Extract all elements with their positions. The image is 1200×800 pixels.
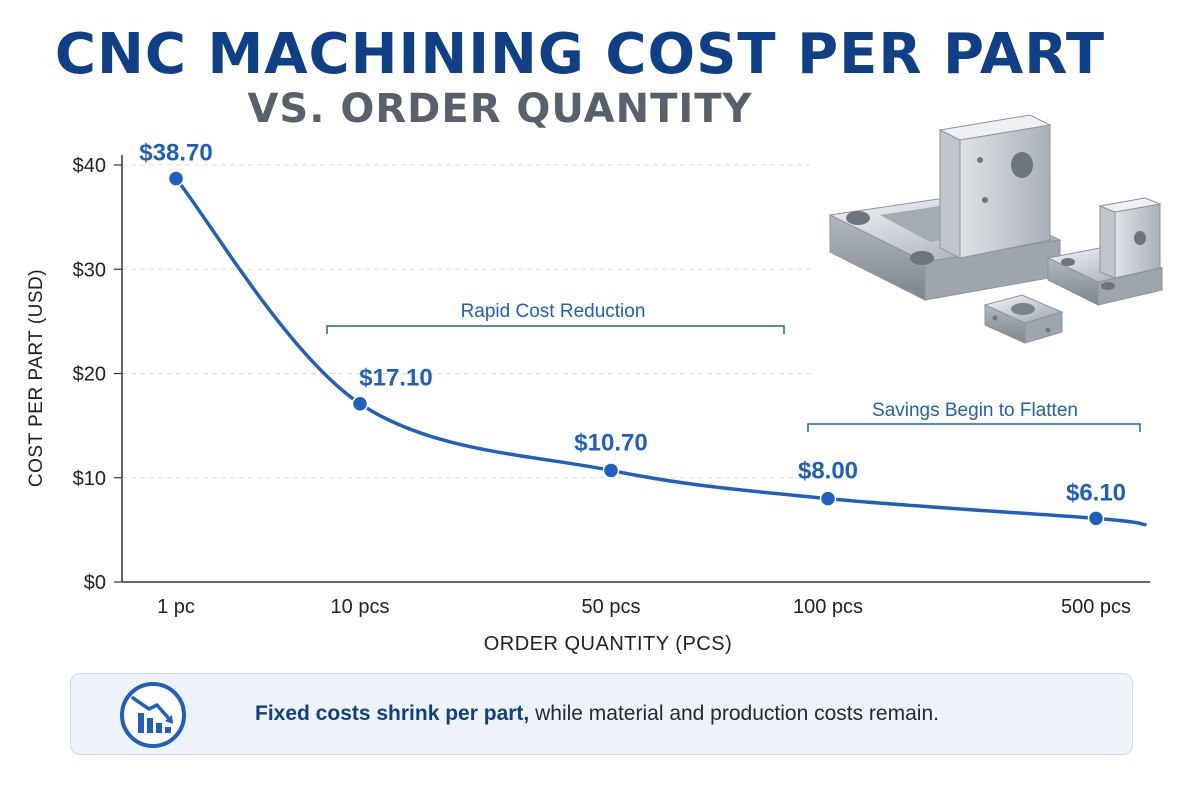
labels-layer: $38.70 $17.10 $10.70 $8.00 $6.10 xyxy=(139,140,1126,507)
y-axis-label: COST PER PART (USD) xyxy=(26,269,47,487)
x-tick-label-0: 1 pc xyxy=(157,596,195,618)
x-axis-label: ORDER QUANTITY (PCS) xyxy=(484,633,733,655)
annotation-bracket-1 xyxy=(807,423,1141,432)
x-tick-label-2: 50 pcs xyxy=(582,596,641,618)
annotation-layer: Rapid Cost Reduction Savings Begin to Fla… xyxy=(326,301,1141,432)
data-point-0 xyxy=(167,170,185,187)
data-label-2: $10.70 xyxy=(574,429,647,456)
x-tick-label-4: 500 pcs xyxy=(1061,596,1131,618)
series-layer xyxy=(167,170,1147,527)
data-point-2 xyxy=(602,462,620,479)
cost-series-line xyxy=(174,176,1147,527)
insight-callout: Fixed costs shrink per part, while mater… xyxy=(70,673,1133,755)
insight-regular-text: while material and production costs rema… xyxy=(529,702,939,725)
x-tick-label-3: 100 pcs xyxy=(793,596,863,618)
annotation-bracket-0 xyxy=(326,325,785,334)
downward-trend-chart-icon xyxy=(120,682,186,748)
chart-title: CNC MACHINING COST PER PART xyxy=(54,22,1106,87)
y-tick-label-40: $40 xyxy=(73,155,106,177)
annotation-label-1: Savings Begin to Flatten xyxy=(872,400,1078,421)
axes-layer: $0 $10 $20 $30 $40 1 pc 10 pcs 50 pcs 100 pcs 500… xyxy=(26,155,1150,655)
grid-layer xyxy=(122,164,810,479)
data-label-4: $6.10 xyxy=(1066,479,1126,506)
data-label-3: $8.00 xyxy=(798,458,858,485)
insight-bold-text: Fixed costs shrink per part, xyxy=(255,702,530,725)
y-tick-label-0: $0 xyxy=(84,572,106,594)
data-point-1 xyxy=(351,395,369,412)
y-tick-label-10: $10 xyxy=(73,468,106,490)
y-tick-label-30: $30 xyxy=(73,259,106,281)
annotation-label-0: Rapid Cost Reduction xyxy=(461,301,646,322)
data-label-0: $38.70 xyxy=(139,140,212,167)
x-tick-label-1: 10 pcs xyxy=(331,596,390,618)
machined-parts-illustration xyxy=(828,114,1164,344)
data-point-4 xyxy=(1087,510,1105,527)
data-point-3 xyxy=(819,490,837,507)
data-label-1: $17.10 xyxy=(359,365,432,392)
chart-subtitle: VS. ORDER QUANTITY xyxy=(247,86,753,132)
y-tick-label-20: $20 xyxy=(73,364,106,386)
insight-text: Fixed costs shrink per part, while mater… xyxy=(255,702,939,726)
